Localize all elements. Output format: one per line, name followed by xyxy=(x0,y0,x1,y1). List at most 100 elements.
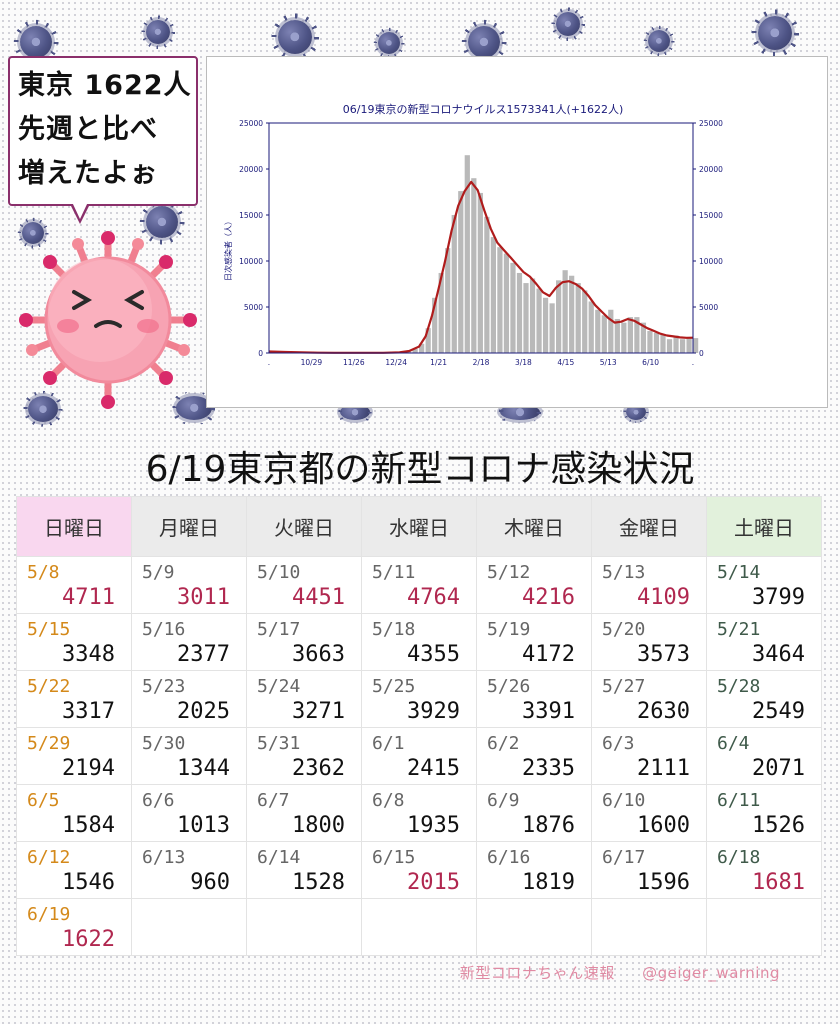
cell-date: 5/23 xyxy=(142,676,186,697)
cell-date: 6/5 xyxy=(27,790,60,811)
cell-count: 2549 xyxy=(752,699,805,724)
bubble-line: 東京 1622人 xyxy=(18,70,192,101)
day-cell: 5/29 2194 xyxy=(16,727,132,785)
day-cell: 6/8 1935 xyxy=(361,784,477,842)
day-cell: 5/19 4172 xyxy=(476,613,592,671)
daily-bar xyxy=(471,178,477,353)
daily-bar xyxy=(542,297,549,353)
daily-bar xyxy=(679,339,686,353)
cell-date: 5/31 xyxy=(257,733,301,754)
cell-date: 5/25 xyxy=(372,676,416,697)
cell-date: 6/3 xyxy=(602,733,635,754)
header-wednesday: 水曜日 xyxy=(361,496,477,557)
daily-bar xyxy=(686,338,692,353)
cell-date: 6/1 xyxy=(372,733,405,754)
daily-bar xyxy=(673,335,679,353)
cell-count: 1584 xyxy=(62,813,115,838)
cell-date: 5/12 xyxy=(487,562,531,583)
day-cell: 5/23 2025 xyxy=(131,670,247,728)
daily-bar xyxy=(634,317,640,353)
cell-date: 5/20 xyxy=(602,619,646,640)
daily-bar xyxy=(575,283,581,353)
y-tick-label: 25000 xyxy=(239,119,263,128)
cell-count: 3573 xyxy=(637,642,690,667)
x-tick-label: 1/21 xyxy=(430,358,447,367)
cell-count: 4764 xyxy=(407,585,460,610)
cell-count: 1013 xyxy=(177,813,230,838)
x-tick-label: 12/24 xyxy=(385,358,407,367)
cell-date: 5/10 xyxy=(257,562,301,583)
table-row: 6/19 1622 xyxy=(16,898,822,956)
cell-count: 2415 xyxy=(407,756,460,781)
cell-count: 1622 xyxy=(62,927,115,952)
average-line xyxy=(268,180,694,354)
cell-count: 2194 xyxy=(62,756,115,781)
cell-count: 4109 xyxy=(637,585,690,610)
bubble-line: 先週と比べ xyxy=(18,114,158,145)
virus-icon xyxy=(648,30,670,52)
daily-bar xyxy=(562,270,568,353)
day-cell: 5/8 4711 xyxy=(16,556,132,614)
daily-bar xyxy=(693,338,699,353)
virus-icon xyxy=(20,26,52,58)
footer-source: 新型コロナちゃん速報 xyxy=(459,964,615,982)
day-cell: 5/24 3271 xyxy=(246,670,362,728)
cell-date: 6/10 xyxy=(602,790,646,811)
virus-icon xyxy=(278,20,312,54)
daily-bar xyxy=(523,283,529,353)
virus-icon xyxy=(556,12,580,36)
cell-date: 6/18 xyxy=(717,847,761,868)
speech-bubble: 東京 1622人 先週と比べ 増えたよぉ xyxy=(8,56,198,206)
day-cell: 5/25 3929 xyxy=(361,670,477,728)
virus-icon xyxy=(378,32,400,54)
y-tick-label: 10000 xyxy=(239,257,263,266)
daily-bar xyxy=(569,275,575,353)
cell-count: 1819 xyxy=(522,870,575,895)
y-tick-label-right: 15000 xyxy=(699,211,723,220)
cell-count: 1596 xyxy=(637,870,690,895)
day-cell: 6/10 1600 xyxy=(591,784,707,842)
day-cell: 5/17 3663 xyxy=(246,613,362,671)
y-tick-label-right: 10000 xyxy=(699,257,723,266)
cell-date: 6/9 xyxy=(487,790,520,811)
x-tick-label: 5/13 xyxy=(600,358,617,367)
daily-bar xyxy=(510,262,516,353)
x-tick-label: 6/10 xyxy=(642,358,659,367)
speech-bubble-tail xyxy=(70,202,90,224)
y-axis-label: 日次感染者（人） xyxy=(223,217,233,281)
day-cell: 6/6 1013 xyxy=(131,784,247,842)
cell-date: 5/9 xyxy=(142,562,175,583)
cell-date: 6/7 xyxy=(257,790,290,811)
header-thursday: 木曜日 xyxy=(476,496,592,557)
cell-count: 2025 xyxy=(177,699,230,724)
daily-bar xyxy=(601,315,607,353)
cell-date: 5/21 xyxy=(717,619,761,640)
y-tick-label-right: 20000 xyxy=(699,165,723,174)
cell-count: 3271 xyxy=(292,699,345,724)
day-cell: 6/11 1526 xyxy=(706,784,822,842)
day-cell: 6/2 2335 xyxy=(476,727,592,785)
y-tick-label: 15000 xyxy=(239,211,263,220)
cell-count: 3663 xyxy=(292,642,345,667)
day-cell: 6/1 2415 xyxy=(361,727,477,785)
daily-bar xyxy=(451,215,457,353)
daily-bar xyxy=(621,322,627,353)
day-cell xyxy=(591,898,707,956)
day-cell: 6/17 1596 xyxy=(591,841,707,899)
day-cell: 5/16 2377 xyxy=(131,613,247,671)
cell-count: 2335 xyxy=(522,756,575,781)
cell-count: 4355 xyxy=(407,642,460,667)
cell-date: 6/6 xyxy=(142,790,175,811)
day-cell: 5/20 3573 xyxy=(591,613,707,671)
daily-bar xyxy=(653,332,660,353)
day-cell: 5/30 1344 xyxy=(131,727,247,785)
cell-count: 1935 xyxy=(407,813,460,838)
cell-date: 5/27 xyxy=(602,676,646,697)
day-cell xyxy=(361,898,477,956)
daily-bar xyxy=(438,272,444,353)
table-row: 5/22 3317 5/23 2025 5/24 3271 5/25 3929 5/26 3391… xyxy=(16,670,822,728)
cell-date: 5/26 xyxy=(487,676,531,697)
cell-count: 4711 xyxy=(62,585,115,610)
daily-bar xyxy=(536,288,542,353)
daily-bar xyxy=(445,248,451,353)
